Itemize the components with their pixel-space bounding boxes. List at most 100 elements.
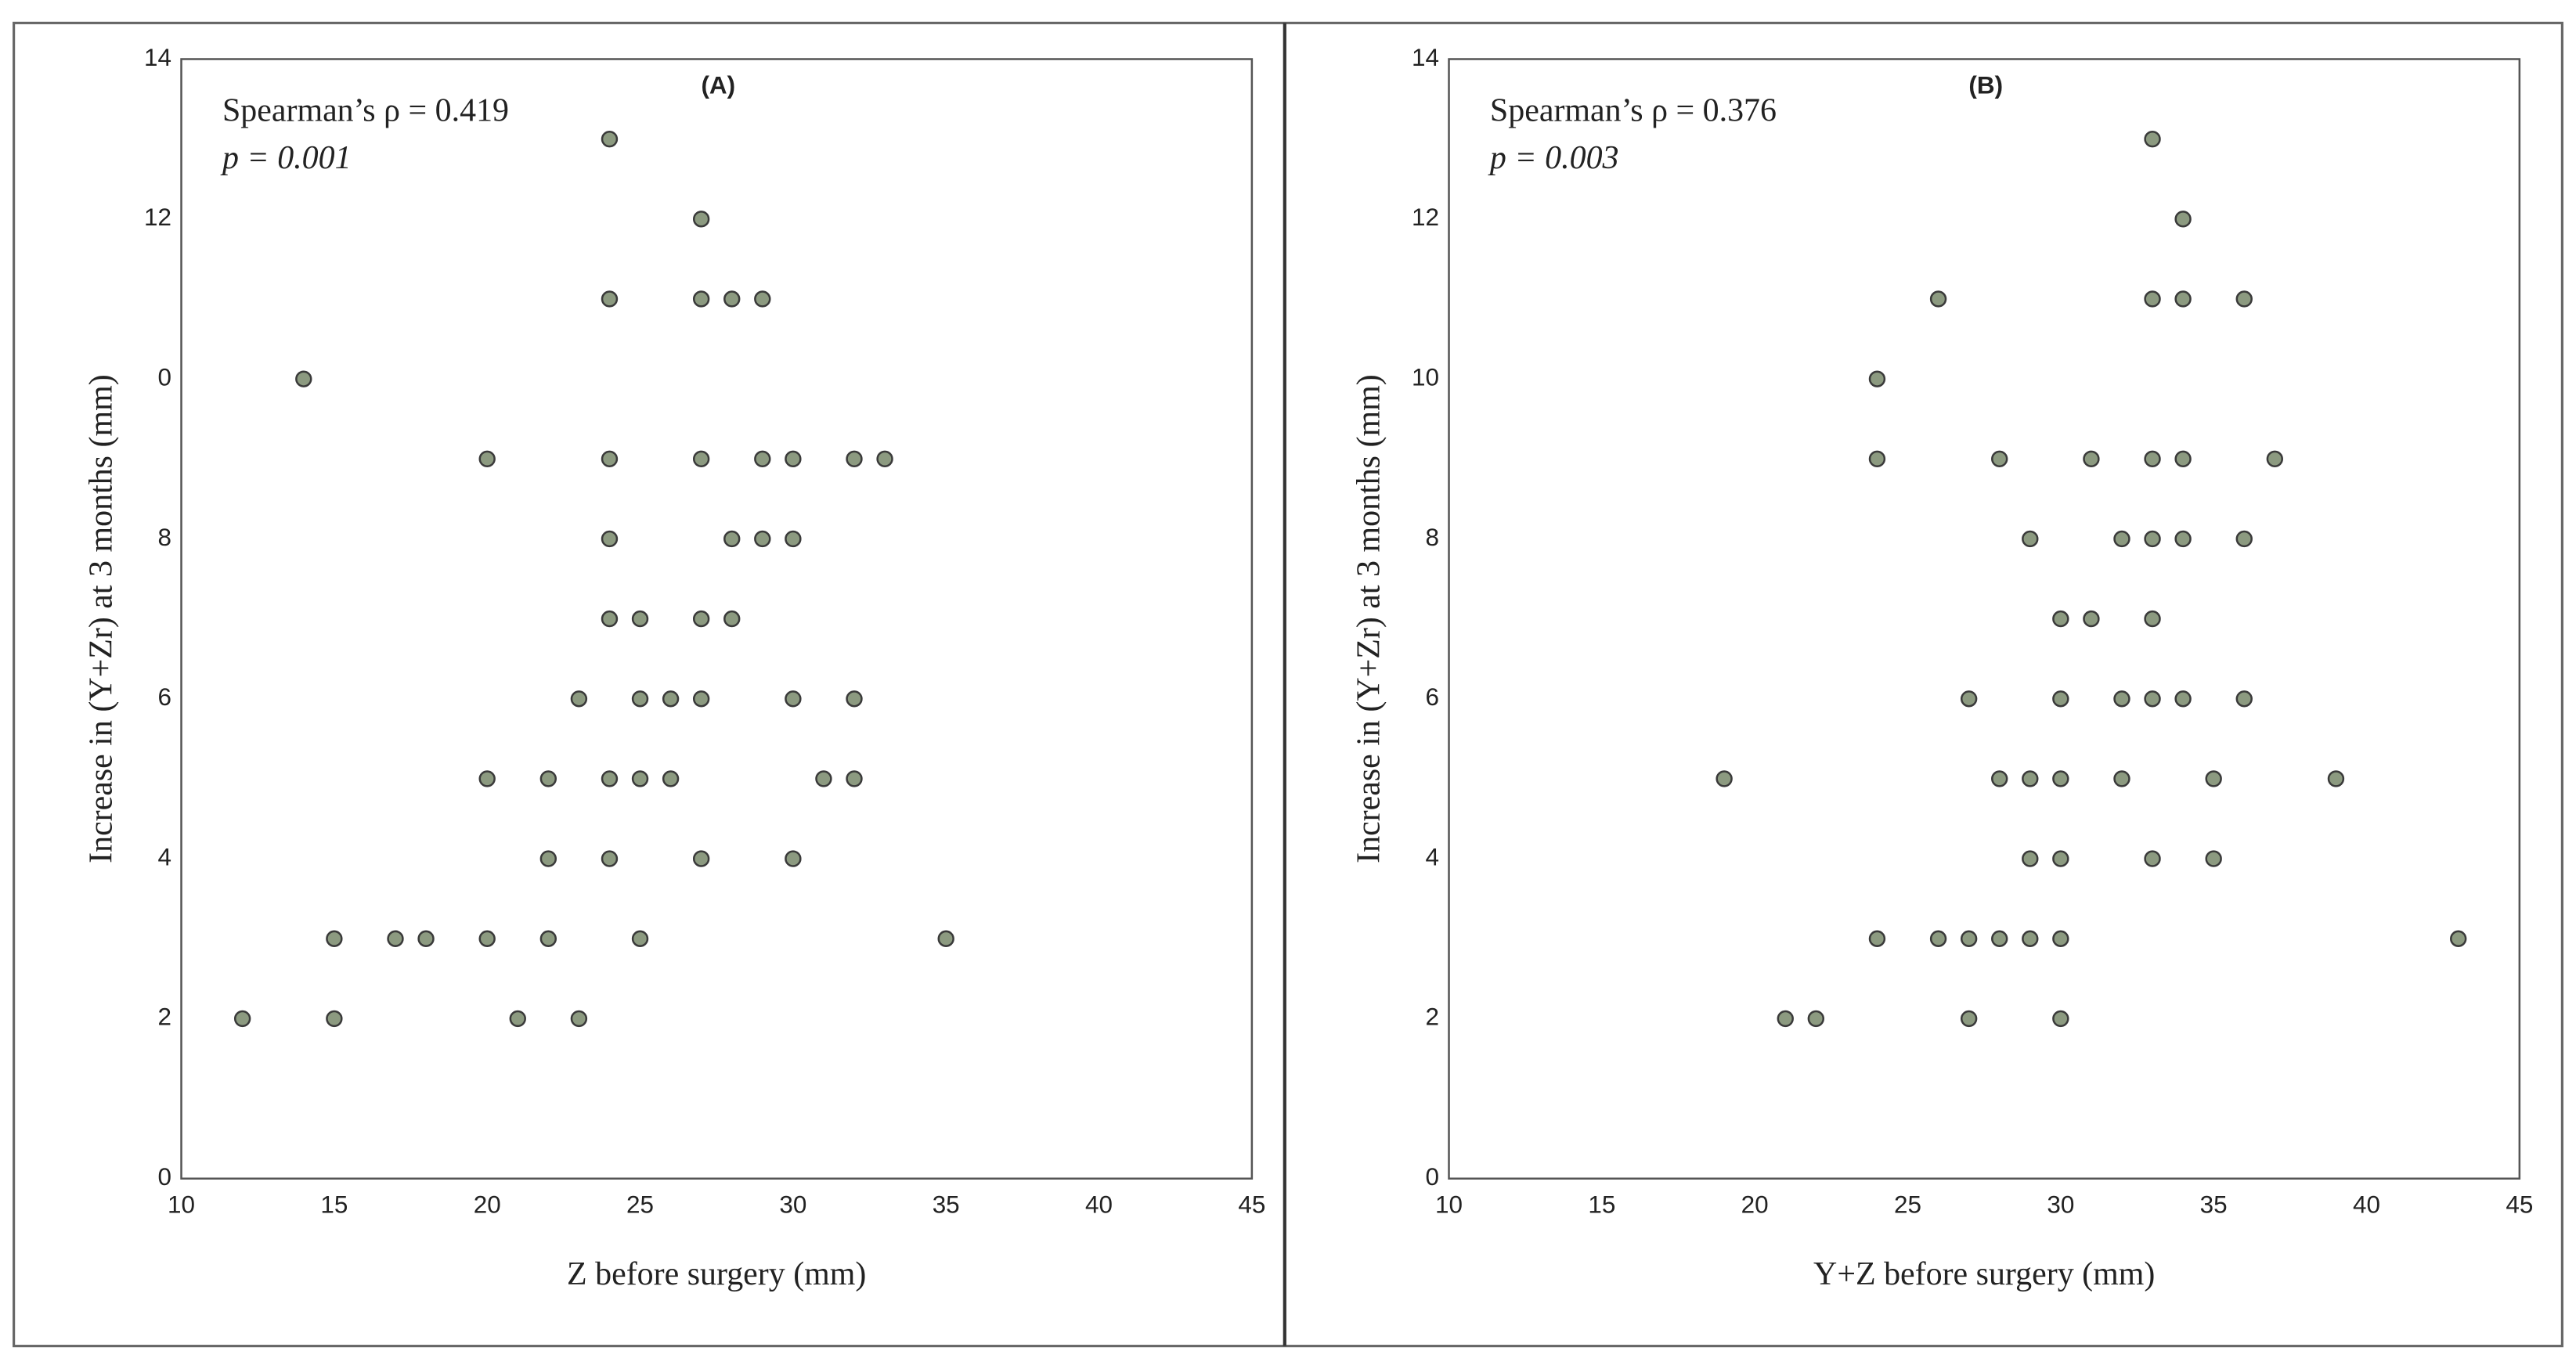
figure-frame xyxy=(13,21,2563,1348)
data-point xyxy=(1929,930,1947,947)
x-axis-label: Y+Z before surgery (mm) xyxy=(1813,1256,2155,1292)
data-point xyxy=(478,770,496,787)
x-tick-label: 45 xyxy=(2506,1191,2533,1219)
data-point xyxy=(692,450,710,467)
y-tick-label: 14 xyxy=(1412,44,1439,71)
data-point xyxy=(2113,690,2130,708)
data-point xyxy=(326,930,343,947)
data-point xyxy=(692,610,710,628)
x-tick-label: 20 xyxy=(1741,1191,1769,1219)
data-point xyxy=(2113,770,2130,787)
x-tick-label: 35 xyxy=(933,1191,960,1219)
data-point xyxy=(2083,450,2100,467)
data-point xyxy=(2235,530,2253,548)
data-point xyxy=(601,850,619,867)
plot-area xyxy=(1448,58,2521,1180)
data-point xyxy=(2144,850,2161,867)
data-point xyxy=(2327,770,2345,787)
x-tick-label: 25 xyxy=(1894,1191,1921,1219)
data-point xyxy=(785,850,802,867)
data-point xyxy=(2235,290,2253,308)
data-point xyxy=(2052,770,2069,787)
y-tick-label: 2 xyxy=(1425,1003,1438,1031)
data-point xyxy=(662,770,680,787)
data-point xyxy=(601,290,619,308)
y-tick-label: 4 xyxy=(1425,843,1438,870)
data-point xyxy=(2022,850,2039,867)
data-point xyxy=(692,850,710,867)
annotation: p = 0.001 xyxy=(220,140,352,176)
x-tick-label: 35 xyxy=(2200,1191,2228,1219)
y-tick-label: 12 xyxy=(144,204,171,231)
data-point xyxy=(754,530,771,548)
data-point xyxy=(846,770,863,787)
data-point xyxy=(2052,690,2069,708)
plot-area xyxy=(180,58,1254,1180)
y-tick-label: 6 xyxy=(157,683,171,711)
data-point xyxy=(539,930,557,947)
x-tick-label: 40 xyxy=(1085,1191,1113,1219)
y-tick-label: 12 xyxy=(1412,204,1439,231)
data-point xyxy=(723,610,741,628)
data-point xyxy=(631,690,649,708)
data-point xyxy=(1716,770,1733,787)
data-point xyxy=(1868,370,1886,387)
data-point xyxy=(723,530,741,548)
data-point xyxy=(601,450,619,467)
data-point xyxy=(2022,770,2039,787)
data-point xyxy=(2052,930,2069,947)
data-point xyxy=(1960,690,1978,708)
x-tick-label: 15 xyxy=(1588,1191,1615,1219)
data-point xyxy=(2174,530,2192,548)
data-point xyxy=(601,610,619,628)
data-point xyxy=(2052,1010,2069,1028)
data-point xyxy=(2235,690,2253,708)
data-point xyxy=(785,450,802,467)
data-point xyxy=(2174,690,2192,708)
annotation: p = 0.003 xyxy=(1488,140,1619,176)
data-point xyxy=(478,930,496,947)
data-point xyxy=(785,690,802,708)
y-tick-label: 0 xyxy=(157,1163,171,1191)
x-axis-label: Z before surgery (mm) xyxy=(567,1256,866,1292)
data-point xyxy=(2450,930,2467,947)
data-point xyxy=(601,770,619,787)
data-point xyxy=(846,690,863,708)
data-point xyxy=(2113,530,2130,548)
data-point xyxy=(2174,290,2192,308)
data-point xyxy=(723,290,741,308)
x-tick-label: 30 xyxy=(2047,1191,2074,1219)
data-point xyxy=(815,770,832,787)
data-point xyxy=(539,770,557,787)
data-point xyxy=(2144,130,2161,148)
data-point xyxy=(631,770,649,787)
data-point xyxy=(937,930,954,947)
data-point xyxy=(233,1010,251,1028)
data-point xyxy=(2022,930,2039,947)
data-point xyxy=(692,211,710,228)
y-tick-label: 0 xyxy=(1425,1163,1438,1191)
x-tick-label: 45 xyxy=(1238,1191,1265,1219)
data-point xyxy=(631,610,649,628)
data-point xyxy=(570,1010,588,1028)
data-point xyxy=(478,450,496,467)
data-point xyxy=(2144,610,2161,628)
data-point xyxy=(2144,450,2161,467)
data-point xyxy=(785,530,802,548)
data-point xyxy=(876,450,893,467)
x-tick-label: 15 xyxy=(320,1191,348,1219)
data-point xyxy=(1991,770,2008,787)
x-tick-label: 20 xyxy=(474,1191,501,1219)
data-point xyxy=(754,290,771,308)
annotation: Spearman’s ρ = 0.376 xyxy=(1490,92,1777,128)
y-axis-label: Increase in (Y+Zr) at 3 months (mm) xyxy=(84,374,120,863)
y-tick-label: 8 xyxy=(157,524,171,551)
y-tick-label: 8 xyxy=(1425,524,1438,551)
y-tick-label: 6 xyxy=(1425,683,1438,711)
data-point xyxy=(754,450,771,467)
data-point xyxy=(631,930,649,947)
annotation: Spearman’s ρ = 0.419 xyxy=(222,92,509,128)
data-point xyxy=(2052,850,2069,867)
data-point xyxy=(387,930,404,947)
